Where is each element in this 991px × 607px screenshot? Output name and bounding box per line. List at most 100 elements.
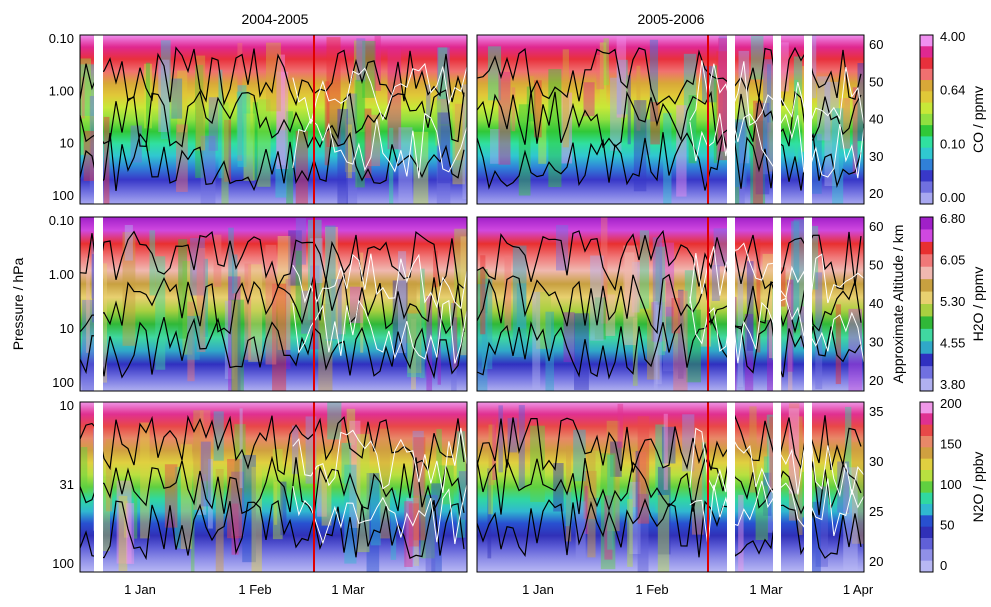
colorbar-tick-label: 4.55 bbox=[940, 336, 965, 351]
altitude-tick-label: 20 bbox=[869, 373, 883, 388]
colorbar-segment bbox=[920, 193, 933, 205]
texture-stripe bbox=[140, 423, 150, 539]
data-gap bbox=[94, 35, 103, 204]
texture-stripe bbox=[327, 402, 341, 439]
colorbar-segment bbox=[920, 69, 933, 81]
colorbar-segment bbox=[920, 58, 933, 70]
colorbar-segment bbox=[920, 436, 933, 448]
colorbar-segment bbox=[920, 459, 933, 471]
colorbar-tick-label: 0 bbox=[940, 558, 947, 573]
colorbar-segment bbox=[920, 504, 933, 516]
colorbar-segment bbox=[920, 470, 933, 482]
colorbar-segment bbox=[920, 549, 933, 561]
colorbar-segment bbox=[920, 304, 933, 317]
colorbar-title: H2O / ppmv bbox=[970, 267, 986, 342]
colorbar-tick-label: 200 bbox=[940, 396, 962, 411]
colorbar-segment bbox=[920, 148, 933, 160]
texture-stripe bbox=[596, 55, 604, 89]
texture-stripe bbox=[355, 80, 364, 187]
texture-stripe bbox=[618, 404, 624, 448]
colorbar-segment bbox=[920, 279, 933, 292]
data-gap bbox=[94, 402, 103, 572]
texture-stripe bbox=[832, 108, 843, 204]
colorbar-segment bbox=[920, 125, 933, 137]
altitude-tick-label: 50 bbox=[869, 258, 883, 273]
colorbar-tick-label: 6.05 bbox=[940, 253, 965, 268]
texture-stripe bbox=[461, 236, 467, 355]
altitude-tick-label: 60 bbox=[869, 219, 883, 234]
altitude-tick-label: 40 bbox=[869, 296, 883, 311]
colorbar-segment bbox=[920, 242, 933, 255]
colorbar-title: CO / ppmv bbox=[970, 86, 986, 153]
y-axis-title-left: Pressure / hPa bbox=[10, 257, 26, 350]
texture-stripe bbox=[149, 230, 155, 295]
texture-stripe bbox=[714, 65, 717, 163]
colorbar-segment bbox=[920, 136, 933, 148]
colorbar-segment bbox=[920, 103, 933, 115]
texture-stripe bbox=[398, 127, 412, 204]
colorbar-tick-label: 3.80 bbox=[940, 377, 965, 392]
texture-stripe bbox=[634, 100, 646, 191]
colorbar-tick-label: 0.10 bbox=[940, 136, 965, 151]
texture-stripe bbox=[663, 113, 671, 204]
texture-stripe bbox=[389, 128, 393, 204]
colorbar-segment bbox=[920, 229, 933, 242]
pressure-tick-label: 10 bbox=[60, 398, 74, 413]
texture-stripe bbox=[553, 463, 563, 512]
colorbar-segment bbox=[920, 561, 933, 573]
colorbar-segment bbox=[920, 181, 933, 193]
texture-stripe bbox=[673, 291, 687, 391]
colorbar-segment bbox=[920, 366, 933, 379]
colorbar-segment bbox=[920, 267, 933, 280]
altitude-tick-label: 30 bbox=[869, 149, 883, 164]
x-tick-label: 1 Apr bbox=[843, 582, 874, 597]
panel-h2o-left bbox=[80, 217, 467, 391]
panel-n2o-right bbox=[477, 402, 864, 572]
colorbar-segment bbox=[920, 329, 933, 342]
colorbar-segment bbox=[920, 159, 933, 171]
altitude-tick-label: 35 bbox=[869, 404, 883, 419]
data-gap bbox=[94, 217, 103, 391]
colorbar-segment bbox=[920, 35, 933, 47]
x-tick-label: 1 Mar bbox=[331, 582, 365, 597]
data-gap bbox=[727, 402, 735, 572]
colorbar-segment bbox=[920, 341, 933, 354]
colorbar-segment bbox=[920, 114, 933, 126]
altitude-tick-label: 25 bbox=[869, 504, 883, 519]
colorbar-segment bbox=[920, 379, 933, 392]
texture-stripe bbox=[756, 486, 768, 540]
colorbar-segment bbox=[920, 538, 933, 550]
texture-stripe bbox=[603, 38, 608, 85]
pressure-tick-label: 1.00 bbox=[49, 83, 74, 98]
texture-stripe bbox=[134, 494, 137, 539]
colorbar-segment bbox=[920, 413, 933, 425]
texture-stripe bbox=[498, 405, 503, 472]
pressure-tick-label: 100 bbox=[52, 375, 74, 390]
altitude-tick-label: 30 bbox=[869, 454, 883, 469]
colorbar-segment bbox=[920, 493, 933, 505]
texture-stripe bbox=[310, 238, 323, 283]
panel-co-left bbox=[80, 35, 467, 204]
altitude-tick-label: 50 bbox=[869, 74, 883, 89]
colorbar-tick-label: 100 bbox=[940, 477, 962, 492]
colorbar-tick-label: 4.00 bbox=[940, 29, 965, 44]
data-gap bbox=[773, 35, 781, 204]
texture-stripe bbox=[252, 467, 262, 572]
pressure-tick-label: 0.10 bbox=[49, 31, 74, 46]
pressure-tick-label: 100 bbox=[52, 188, 74, 203]
colorbar-segment bbox=[920, 515, 933, 527]
data-gap bbox=[773, 402, 781, 572]
texture-stripe bbox=[512, 87, 516, 131]
texture-stripe bbox=[640, 230, 649, 308]
data-gap bbox=[804, 402, 812, 572]
colorbar-tick-label: 150 bbox=[940, 437, 962, 452]
texture-stripe bbox=[650, 102, 660, 144]
column-title-left: 2004-2005 bbox=[242, 11, 309, 27]
colorbar-tick-label: 5.30 bbox=[940, 294, 965, 309]
texture-stripe bbox=[178, 239, 187, 338]
colorbar-tick-label: 0.00 bbox=[940, 190, 965, 205]
texture-stripe bbox=[240, 408, 243, 488]
